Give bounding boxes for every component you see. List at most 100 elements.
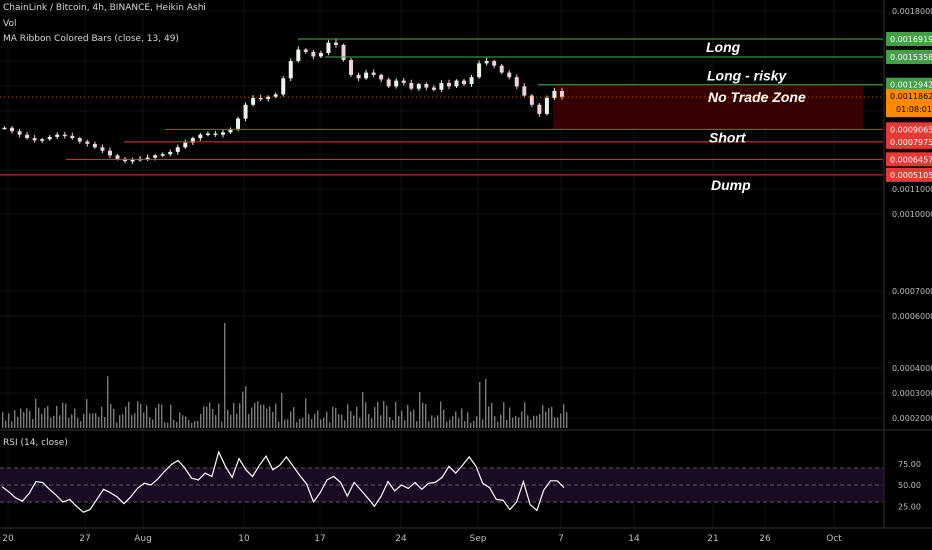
level-name-label: Long - risky xyxy=(707,68,788,84)
volume-bar xyxy=(524,402,526,428)
volume-bar xyxy=(80,421,82,428)
price-axis[interactable]: 0.00180000.00160000.00150000.00140000.00… xyxy=(883,0,932,528)
volume-bar xyxy=(143,412,145,428)
volume-bar xyxy=(8,413,10,428)
y-tick-label: 0.0018000 xyxy=(892,7,932,16)
candle-body xyxy=(371,72,376,75)
volume-bar xyxy=(224,323,226,428)
volume-bar xyxy=(473,420,475,428)
volume-bar xyxy=(515,415,517,428)
volume-bar xyxy=(119,415,121,428)
volume-bar xyxy=(563,403,565,428)
volume-bar xyxy=(545,411,547,428)
candle-body xyxy=(10,127,15,132)
volume-bar xyxy=(14,410,16,428)
volume-bar xyxy=(536,415,538,428)
candle-body xyxy=(25,134,30,139)
volume-bar xyxy=(2,412,4,428)
volume-bar xyxy=(251,407,253,428)
candle-body xyxy=(499,65,504,73)
current-price-label: 0.0011862 xyxy=(890,92,932,101)
volume-bar xyxy=(134,413,136,428)
candle-body xyxy=(401,80,406,83)
volume-bar xyxy=(68,417,70,428)
volume-bar xyxy=(443,409,445,428)
volume-bar xyxy=(155,407,157,428)
volume-bar xyxy=(203,406,205,428)
price-level-tag-label: 0.0006457 xyxy=(890,155,932,164)
volume-bar xyxy=(431,415,433,428)
volume-bar xyxy=(161,404,163,428)
candle-body xyxy=(243,104,248,119)
volume-bar xyxy=(359,417,361,428)
volume-bar xyxy=(281,392,283,428)
x-tick-label: 17 xyxy=(314,534,325,544)
level-name-label: Short xyxy=(709,129,747,145)
volume-bar xyxy=(11,421,13,428)
volume-bar xyxy=(521,411,523,428)
volume-bar xyxy=(227,409,229,428)
volume-bar xyxy=(539,413,541,428)
candle-body xyxy=(326,42,331,54)
x-tick-label: 27 xyxy=(79,534,90,544)
volume-bar xyxy=(257,401,259,428)
volume-bar xyxy=(395,401,397,428)
price-level-tag-label: 0.0016919 xyxy=(890,35,932,44)
volume-bar xyxy=(368,413,370,428)
volume-bar xyxy=(566,412,568,428)
volume-bar xyxy=(113,408,115,428)
candle-body xyxy=(416,84,421,89)
volume-bar xyxy=(416,421,418,428)
volume-bar xyxy=(41,413,43,428)
volume-bar xyxy=(104,417,106,428)
volume-bar xyxy=(527,415,529,428)
volume-bar xyxy=(467,412,469,428)
candle-body xyxy=(364,72,369,79)
y-tick-label: 0.0011000 xyxy=(892,185,932,194)
candle-body xyxy=(446,82,451,87)
candle-body xyxy=(544,97,549,114)
volume-bar xyxy=(371,418,373,428)
candle-body xyxy=(469,77,474,85)
volume-bar xyxy=(188,419,190,428)
candle-body xyxy=(47,136,52,140)
volume-bar xyxy=(488,406,490,428)
volume-bar xyxy=(65,403,67,428)
price-level-tag xyxy=(886,77,932,92)
candle-body xyxy=(236,118,241,129)
current-price-tag xyxy=(886,89,932,118)
volume-bar xyxy=(533,415,535,428)
y-tick-label: 0.0002000 xyxy=(892,414,932,423)
candle-body xyxy=(205,133,210,136)
volume-bar xyxy=(35,398,37,428)
candle-body xyxy=(522,86,527,96)
candle-body xyxy=(281,78,286,95)
candle-body xyxy=(424,84,429,88)
volume-bar xyxy=(380,415,382,428)
time-axis[interactable]: 20 27 Aug 10 17 24 Sep 7 14 21 26 Oct xyxy=(0,527,932,544)
volume-bar xyxy=(248,413,250,428)
level-name-label: Long xyxy=(706,39,741,55)
volume-bar xyxy=(377,401,379,428)
x-tick-label: Aug xyxy=(134,534,152,544)
candle-body xyxy=(40,139,45,141)
volume-bar xyxy=(440,401,442,428)
candle-body xyxy=(394,80,399,87)
volume-bar xyxy=(425,403,427,428)
volume-bar xyxy=(452,416,454,428)
volume-bar xyxy=(56,405,58,428)
x-tick-label: 7 xyxy=(558,534,564,544)
price-level-tag xyxy=(886,134,932,149)
volume-bar xyxy=(386,405,388,428)
candle-body xyxy=(251,97,256,105)
candle-body xyxy=(341,44,346,60)
volume-bar xyxy=(476,416,478,428)
volume-bar xyxy=(497,421,499,428)
volume-bar xyxy=(383,400,385,428)
volume-bar xyxy=(329,422,331,428)
volume-bar xyxy=(191,422,193,428)
volume-bar xyxy=(140,403,142,428)
no-trade-zone xyxy=(553,84,863,130)
volume-bar xyxy=(212,408,214,428)
